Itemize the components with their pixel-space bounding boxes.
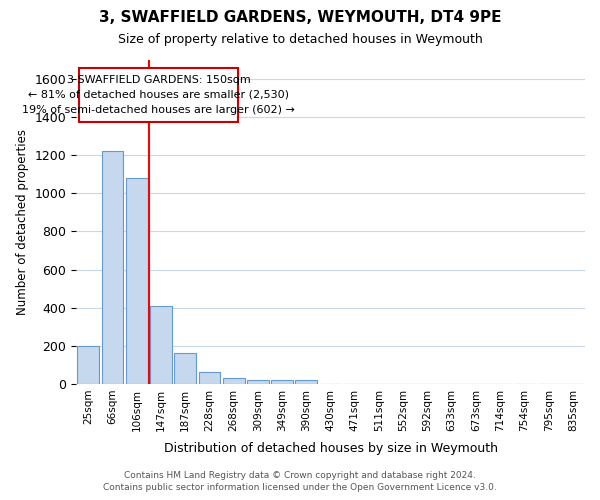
Bar [295, 380, 317, 384]
Text: Size of property relative to detached houses in Weymouth: Size of property relative to detached ho… [118, 32, 482, 46]
Text: 3 SWAFFIELD GARDENS: 150sqm
← 81% of detached houses are smaller (2,530)
19% of : 3 SWAFFIELD GARDENS: 150sqm ← 81% of det… [22, 75, 295, 114]
Bar [174, 354, 196, 384]
Bar [199, 372, 220, 384]
X-axis label: Distribution of detached houses by size in Weymouth: Distribution of detached houses by size … [164, 442, 497, 455]
Bar [223, 378, 245, 384]
FancyBboxPatch shape [79, 68, 238, 122]
Y-axis label: Number of detached properties: Number of detached properties [16, 129, 29, 315]
Bar [126, 178, 148, 384]
Bar [101, 152, 124, 384]
Bar [247, 380, 269, 384]
Text: 3, SWAFFIELD GARDENS, WEYMOUTH, DT4 9PE: 3, SWAFFIELD GARDENS, WEYMOUTH, DT4 9PE [99, 10, 501, 25]
Bar [271, 380, 293, 384]
Text: Contains HM Land Registry data © Crown copyright and database right 2024.
Contai: Contains HM Land Registry data © Crown c… [103, 471, 497, 492]
Bar [77, 346, 99, 384]
Bar [150, 306, 172, 384]
